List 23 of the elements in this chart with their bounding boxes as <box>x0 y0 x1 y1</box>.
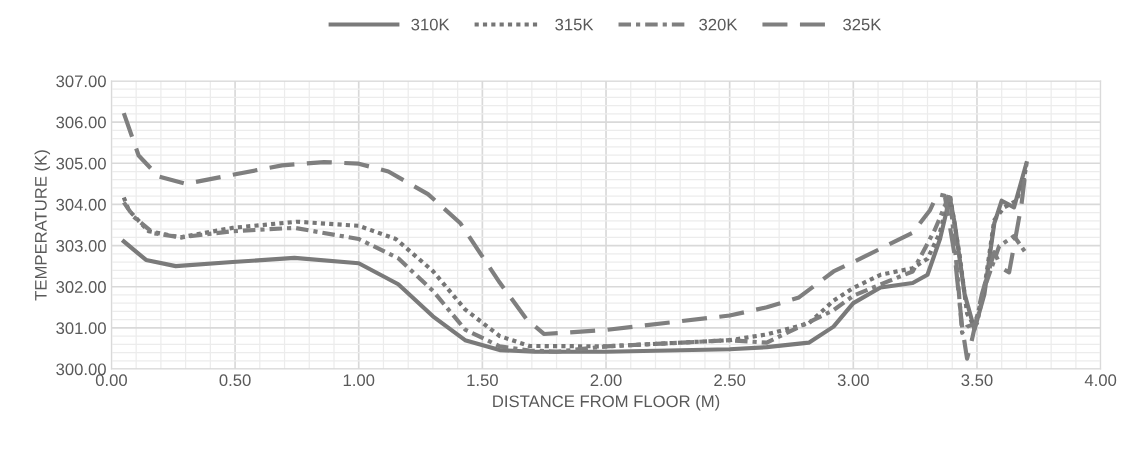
y-tick-label: 303.00 <box>56 239 106 252</box>
y-tick-label: 305.00 <box>56 157 106 170</box>
y-tick-label: 301.00 <box>56 322 106 335</box>
y-tick-label: 302.00 <box>56 281 106 293</box>
legend-label: 310K <box>411 18 450 31</box>
x-tick-label: 1.00 <box>343 374 375 387</box>
x-tick-label: 2.00 <box>590 374 622 387</box>
legend-label: 315K <box>555 18 594 31</box>
legend-label: 325K <box>843 18 882 31</box>
legend-label: 320K <box>699 18 738 31</box>
y-tick-label: 306.00 <box>56 116 106 129</box>
x-tick-label: 1.50 <box>467 374 498 387</box>
x-tick-label: 0.00 <box>95 374 127 387</box>
y-axis-title: TEMPERATURE (K) <box>34 150 51 301</box>
y-tick-label: 307.00 <box>56 75 106 88</box>
x-tick-label: 2.50 <box>714 374 746 387</box>
x-tick-label: 4.00 <box>1084 374 1117 387</box>
y-tick-label: 300.00 <box>56 363 106 376</box>
x-tick-label: 3.00 <box>837 374 869 387</box>
x-tick-label: 0.50 <box>219 374 251 387</box>
x-tick-label: 3.50 <box>961 374 993 387</box>
x-axis-title: DISTANCE FROM FLOOR (M) <box>493 394 720 411</box>
y-tick-label: 304.00 <box>56 198 106 211</box>
